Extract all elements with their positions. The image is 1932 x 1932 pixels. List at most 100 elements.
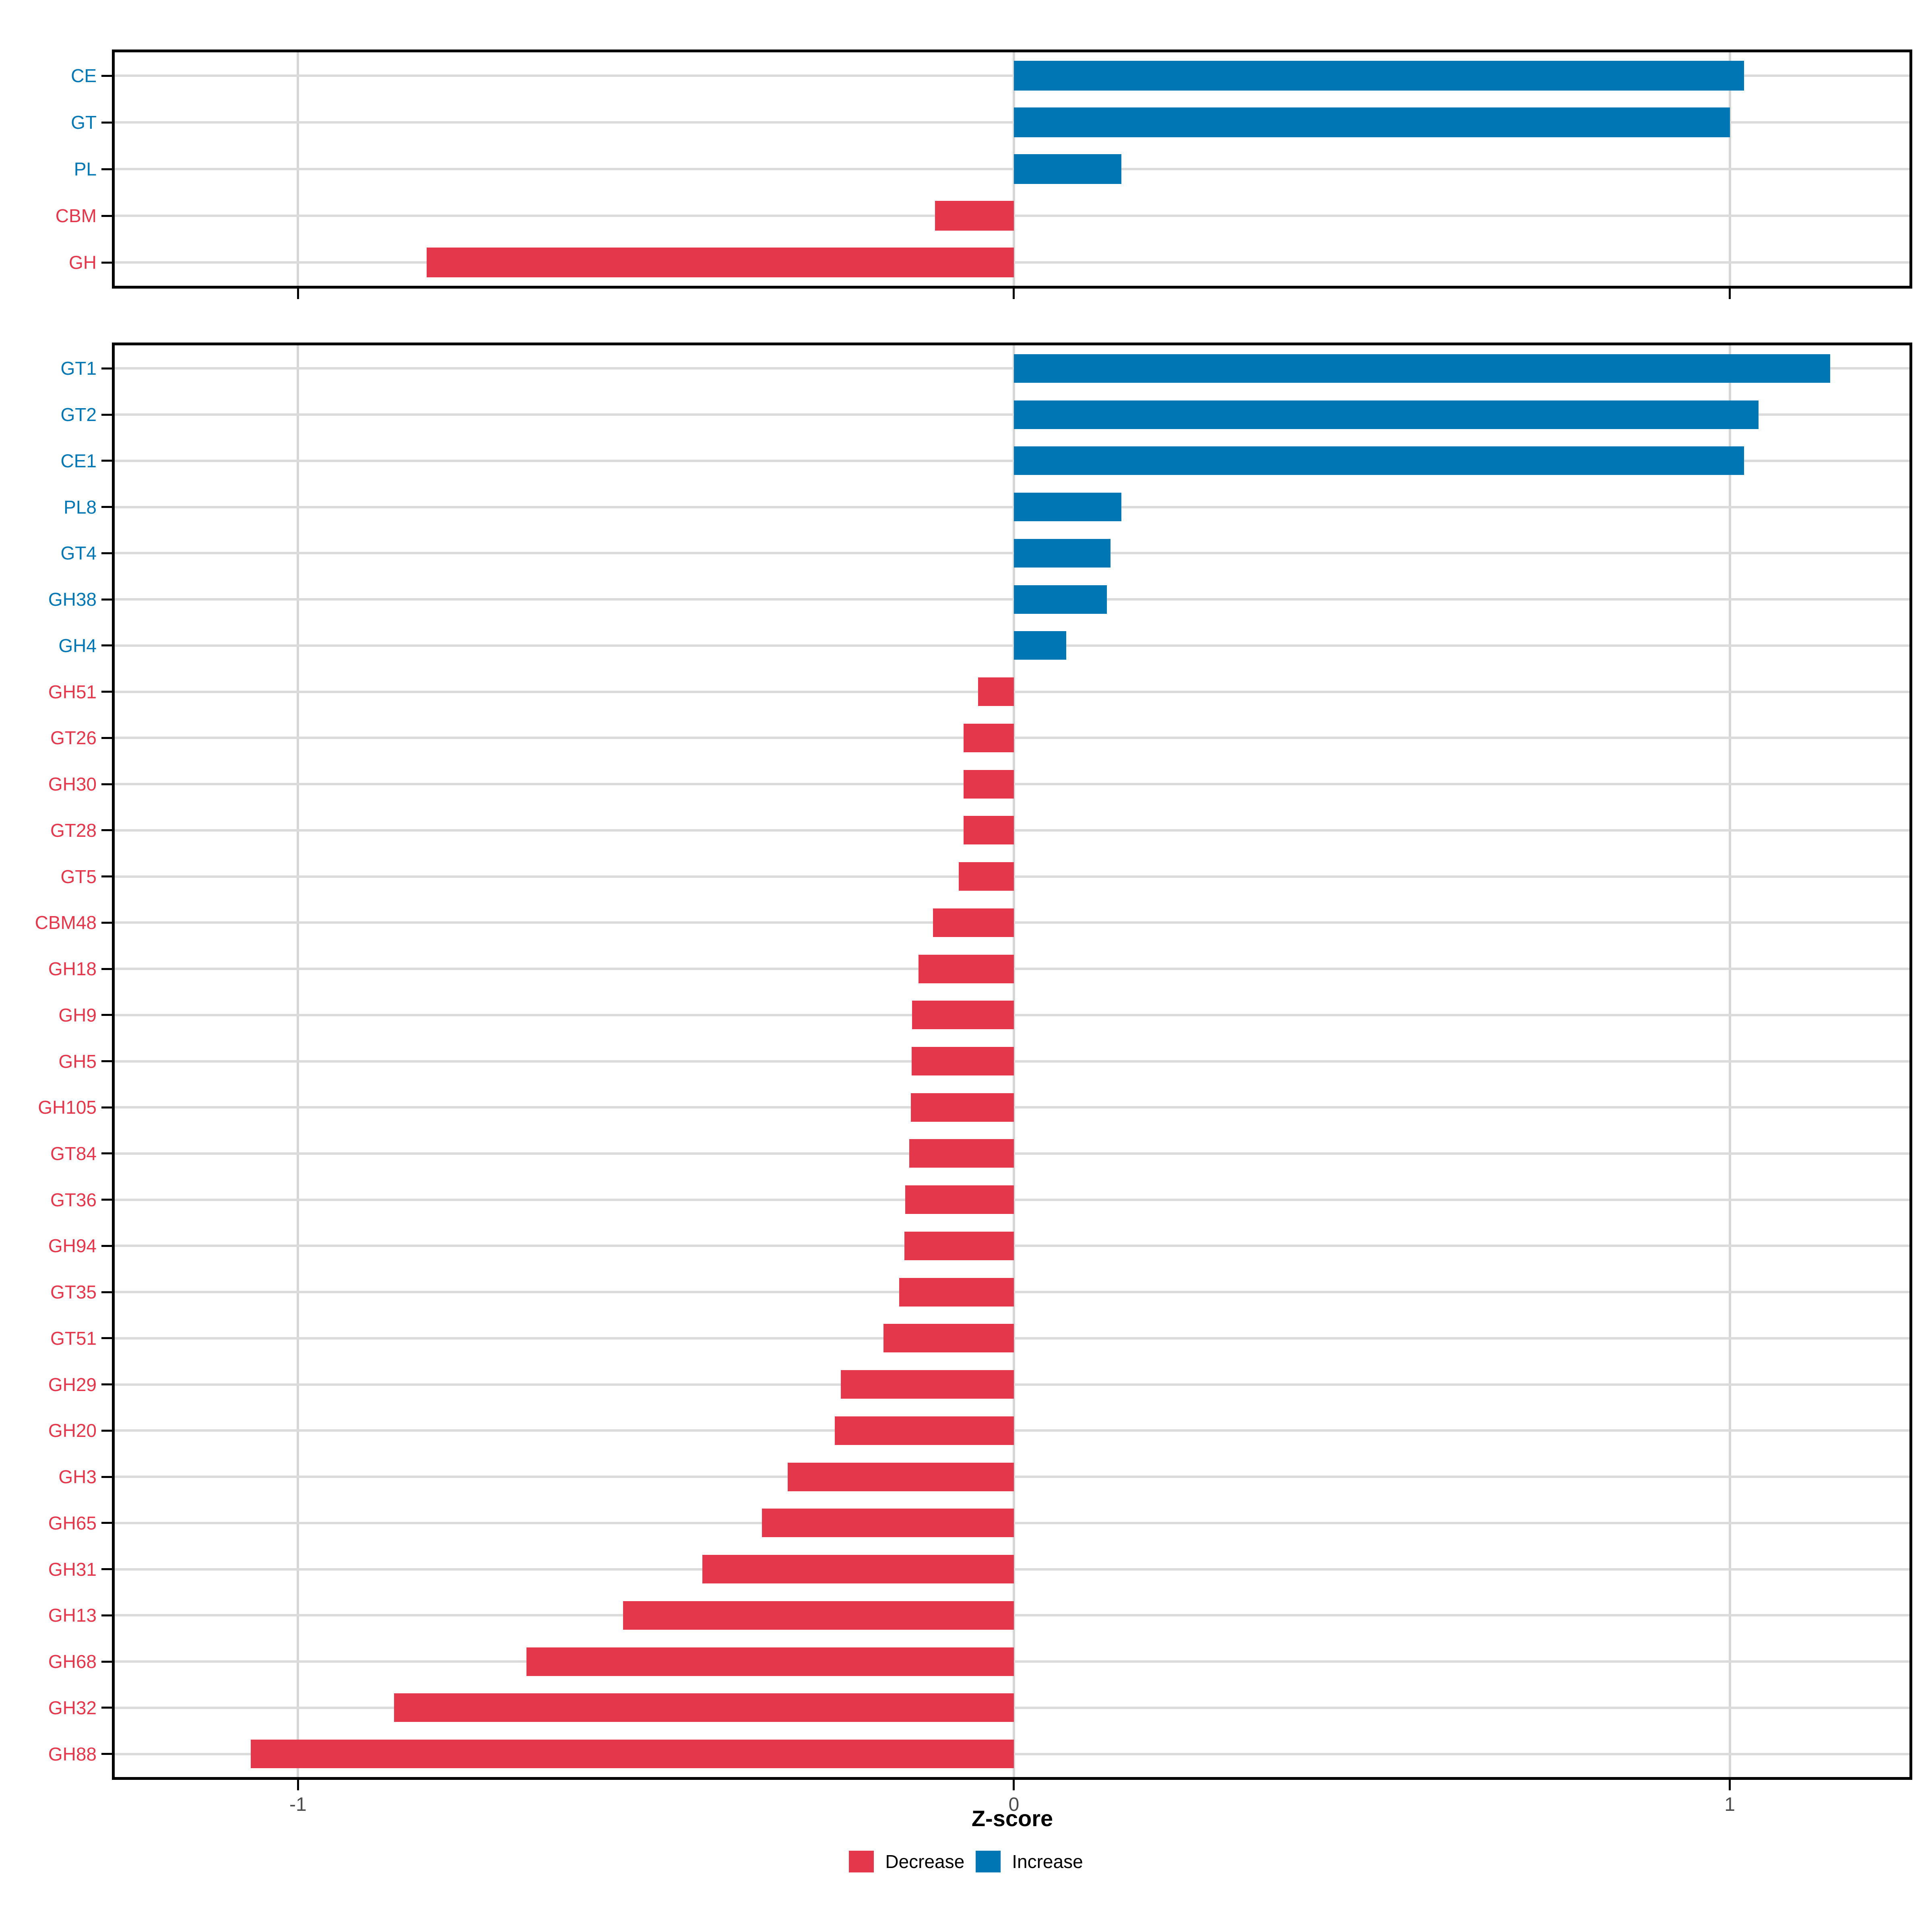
bar-PL8 [1013, 493, 1121, 522]
y-axis-label-GT: GT [71, 112, 97, 133]
bar-GT2 [1013, 400, 1759, 429]
y-axis-tick [101, 460, 112, 462]
horizontal-gridline [115, 74, 1909, 77]
legend-label-decrease: Decrease [885, 1851, 965, 1872]
x-axis-tick [297, 1780, 299, 1790]
bar-GH51 [978, 677, 1014, 706]
y-axis-tick [101, 644, 112, 647]
y-axis-label-GH: GH [69, 252, 97, 273]
bar-GH20 [835, 1416, 1014, 1445]
bar-GH88 [250, 1740, 1014, 1769]
y-axis-label-GH68: GH68 [48, 1651, 97, 1672]
legend: Decrease Increase [0, 1851, 1932, 1872]
y-axis-tick [101, 598, 112, 601]
y-axis-label-GH94: GH94 [48, 1235, 97, 1257]
y-axis-tick [101, 552, 112, 554]
bar-GH65 [762, 1509, 1014, 1538]
bar-GT35 [899, 1278, 1014, 1307]
horizontal-gridline [115, 644, 1909, 647]
bar-GT [1013, 107, 1730, 137]
y-axis-label-GH51: GH51 [48, 681, 97, 702]
y-axis-label-GH13: GH13 [48, 1605, 97, 1626]
y-axis-label-CE1: CE1 [60, 450, 97, 471]
bar-GH94 [904, 1231, 1014, 1260]
y-axis-label-GH32: GH32 [48, 1697, 97, 1718]
y-axis-tick [101, 367, 112, 369]
y-axis-tick [101, 829, 112, 832]
x-axis-tick [1729, 1780, 1731, 1790]
y-axis-label-GH38: GH38 [48, 589, 97, 610]
y-axis-tick [101, 783, 112, 785]
y-axis-label-GT35: GT35 [50, 1282, 97, 1303]
y-axis-tick [101, 921, 112, 924]
bar-GH13 [623, 1601, 1014, 1630]
y-axis-label-GH5: GH5 [58, 1051, 97, 1072]
bar-CBM [935, 201, 1014, 231]
bar-GH9 [912, 1001, 1014, 1030]
bar-GH105 [910, 1093, 1014, 1122]
bar-GT5 [958, 862, 1014, 891]
y-axis-tick [101, 1614, 112, 1616]
y-axis-tick [101, 215, 112, 217]
legend-label-increase: Increase [1012, 1851, 1083, 1872]
y-axis-label-CBM48: CBM48 [35, 912, 97, 933]
y-axis-label-GH18: GH18 [48, 958, 97, 980]
bottom-panel [112, 343, 1912, 1780]
x-tick-label-0: 0 [1008, 1794, 1020, 1815]
bar-GT28 [964, 816, 1014, 845]
y-axis-label-GT2: GT2 [60, 404, 97, 425]
y-axis-label-GH4: GH4 [58, 635, 97, 656]
bar-GH29 [840, 1370, 1014, 1399]
y-axis-tick [101, 121, 112, 124]
horizontal-gridline [115, 413, 1909, 416]
bar-GT36 [905, 1185, 1014, 1214]
bar-GH18 [919, 954, 1014, 983]
y-axis-tick [101, 413, 112, 416]
bar-GH [427, 248, 1014, 277]
horizontal-gridline [115, 552, 1909, 555]
horizontal-gridline [115, 367, 1909, 370]
y-axis-label-GH105: GH105 [38, 1097, 97, 1118]
bar-GT51 [883, 1324, 1014, 1353]
y-axis-tick [101, 691, 112, 693]
y-axis-label-GT26: GT26 [50, 727, 97, 749]
bar-GH38 [1013, 585, 1107, 614]
y-axis-label-GH20: GH20 [48, 1420, 97, 1441]
y-axis-tick [101, 1014, 112, 1016]
y-axis-tick [101, 74, 112, 77]
y-axis-tick [101, 261, 112, 264]
bar-PL [1013, 154, 1121, 184]
y-axis-tick [101, 1522, 112, 1524]
horizontal-gridline [115, 598, 1909, 601]
y-axis-label-GH30: GH30 [48, 774, 97, 795]
legend-swatch-increase [976, 1851, 1001, 1872]
y-axis-tick [101, 506, 112, 508]
bar-GT84 [909, 1139, 1014, 1168]
y-axis-label-GT1: GT1 [60, 358, 97, 379]
y-axis-label-GH29: GH29 [48, 1374, 97, 1395]
horizontal-gridline [115, 459, 1909, 462]
y-axis-tick [101, 1060, 112, 1062]
bar-GT26 [964, 723, 1014, 752]
y-axis-tick [101, 168, 112, 170]
horizontal-gridline [115, 121, 1909, 124]
bar-GH30 [964, 770, 1014, 799]
y-axis-tick [101, 875, 112, 878]
y-axis-label-GH31: GH31 [48, 1558, 97, 1580]
y-axis-label-CBM: CBM [55, 205, 97, 226]
horizontal-gridline [115, 506, 1909, 508]
y-axis-tick [101, 1337, 112, 1340]
y-axis-label-GH65: GH65 [48, 1512, 97, 1534]
top-panel [112, 50, 1912, 289]
y-axis-tick [101, 1660, 112, 1663]
bar-GH5 [911, 1047, 1014, 1075]
y-axis-tick [101, 1707, 112, 1709]
y-axis-label-GT84: GT84 [50, 1143, 97, 1164]
y-axis-label-GT28: GT28 [50, 819, 97, 841]
legend-swatch-decrease [849, 1851, 874, 1872]
y-axis-label-GH9: GH9 [58, 1004, 97, 1026]
x-axis-tick [1729, 289, 1731, 299]
y-axis-tick [101, 1568, 112, 1571]
x-tick-label-1: 1 [1724, 1794, 1735, 1815]
